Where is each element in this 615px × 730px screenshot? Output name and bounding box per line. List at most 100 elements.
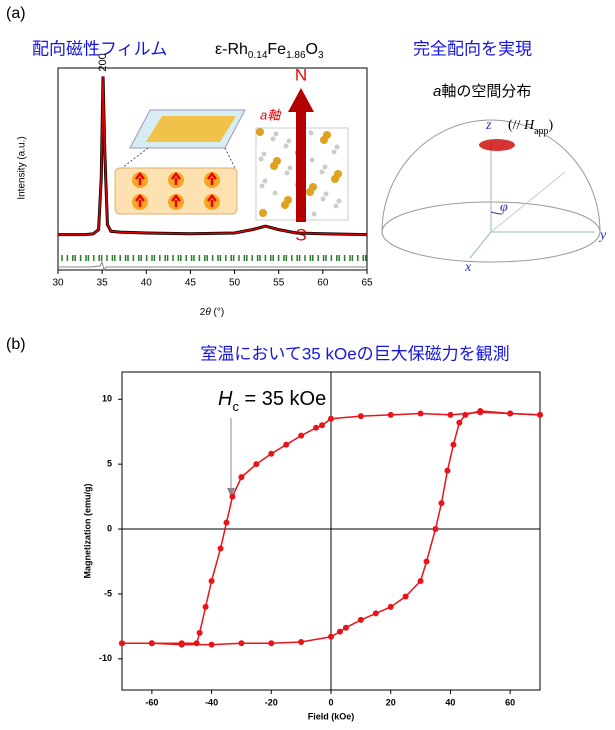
atom (332, 150, 337, 155)
text-part: 1.86 (286, 50, 306, 61)
atom (324, 192, 329, 197)
atom (287, 139, 292, 144)
axis-name: z (485, 118, 492, 133)
x-tick-label: 55 (273, 278, 285, 289)
atom (321, 197, 326, 202)
point (337, 629, 343, 635)
point (238, 474, 244, 480)
text-part: app (534, 126, 548, 137)
point (283, 442, 289, 448)
atom (337, 199, 342, 204)
point (403, 594, 409, 600)
point (328, 634, 334, 640)
y-tick-label: 0 (107, 523, 112, 533)
x-tick-label: 30 (52, 278, 64, 289)
x-tick-label: 40 (141, 278, 153, 289)
text-part: 0.14 (248, 50, 268, 61)
atom (260, 184, 265, 189)
atom (259, 157, 264, 162)
y-tick-label: -10 (99, 653, 112, 663)
point (179, 642, 185, 648)
point (119, 640, 125, 646)
x-tick-label: -20 (265, 697, 278, 707)
axis-name: y (598, 228, 607, 243)
x-axis-label: Field (kOe) (308, 711, 355, 721)
point (373, 610, 379, 616)
x-tick-label: 35 (97, 278, 109, 289)
figure: (a) (b) 配向磁性フィルム ε-Rh0.14Fe1.86O3 完全配向を実… (0, 0, 615, 725)
atom (256, 128, 264, 136)
difference-curve (58, 262, 367, 270)
point (298, 639, 304, 645)
point (388, 604, 394, 610)
pole-label: S (295, 225, 306, 244)
hemisphere (382, 120, 600, 262)
atom (273, 191, 278, 196)
point (224, 520, 230, 526)
point (424, 559, 430, 565)
atom (284, 144, 289, 149)
point (462, 412, 468, 418)
atom (323, 165, 328, 170)
subtitle: a軸の空間分布 (433, 83, 531, 100)
point (209, 578, 215, 584)
point (319, 422, 325, 428)
panel-label: (a) (6, 5, 26, 22)
point (438, 500, 444, 506)
x-tick-label: -60 (145, 697, 158, 707)
point (456, 420, 462, 426)
x-tick-label: 60 (317, 278, 329, 289)
atom (273, 157, 281, 165)
y-tick-label: 5 (107, 459, 112, 469)
point (203, 604, 209, 610)
formula: ε-Rh0.14Fe1.86O3 (215, 41, 324, 61)
peak-label: 200 (97, 53, 109, 71)
text-part: H (218, 388, 233, 410)
point (253, 461, 259, 467)
point (197, 630, 203, 636)
text-part: Fe (267, 41, 286, 58)
text-part: (°) (211, 307, 224, 318)
point (218, 546, 224, 552)
x-tick-label: 65 (361, 278, 373, 289)
annotation: Hc = 35 kOe (218, 388, 326, 414)
atom (288, 166, 293, 171)
point (447, 412, 453, 418)
panel-label: (b) (6, 336, 26, 353)
atom (323, 131, 331, 139)
text-part: = 35 kOe (239, 388, 326, 410)
y-axis-label: Magnetization (emu/g) (82, 484, 92, 579)
atom (320, 170, 325, 175)
axis-name: x (464, 260, 472, 275)
text-part: ) (549, 118, 554, 133)
point (358, 413, 364, 419)
point (229, 494, 235, 500)
point (418, 411, 424, 417)
text-part: 3 (318, 50, 324, 61)
text-part: a (433, 83, 441, 100)
point (149, 640, 155, 646)
atom (334, 204, 339, 209)
text-part: ε-Rh (215, 41, 248, 58)
title: 室温において35 kOeの巨大保磁力を観測 (200, 344, 509, 363)
atom (334, 170, 342, 178)
y-tick-label: 10 (102, 394, 112, 404)
point (194, 640, 200, 646)
point (358, 617, 364, 623)
atom (309, 183, 317, 191)
point (444, 468, 450, 474)
x-tick-label: 45 (185, 278, 197, 289)
x-tick-label: 40 (445, 697, 455, 707)
atom (312, 212, 317, 217)
bragg-ticks (62, 255, 366, 261)
y-axis-label: Intensity (a.u.) (17, 136, 28, 199)
point (238, 640, 244, 646)
inset-label: a軸 (260, 107, 282, 122)
atom (335, 145, 340, 150)
point (328, 416, 334, 422)
x-axis-label: 2θ (°) (200, 307, 224, 318)
text-part: O (306, 41, 318, 58)
point (477, 408, 483, 414)
angle: φ (500, 200, 508, 215)
y-tick-label: -5 (104, 588, 112, 598)
